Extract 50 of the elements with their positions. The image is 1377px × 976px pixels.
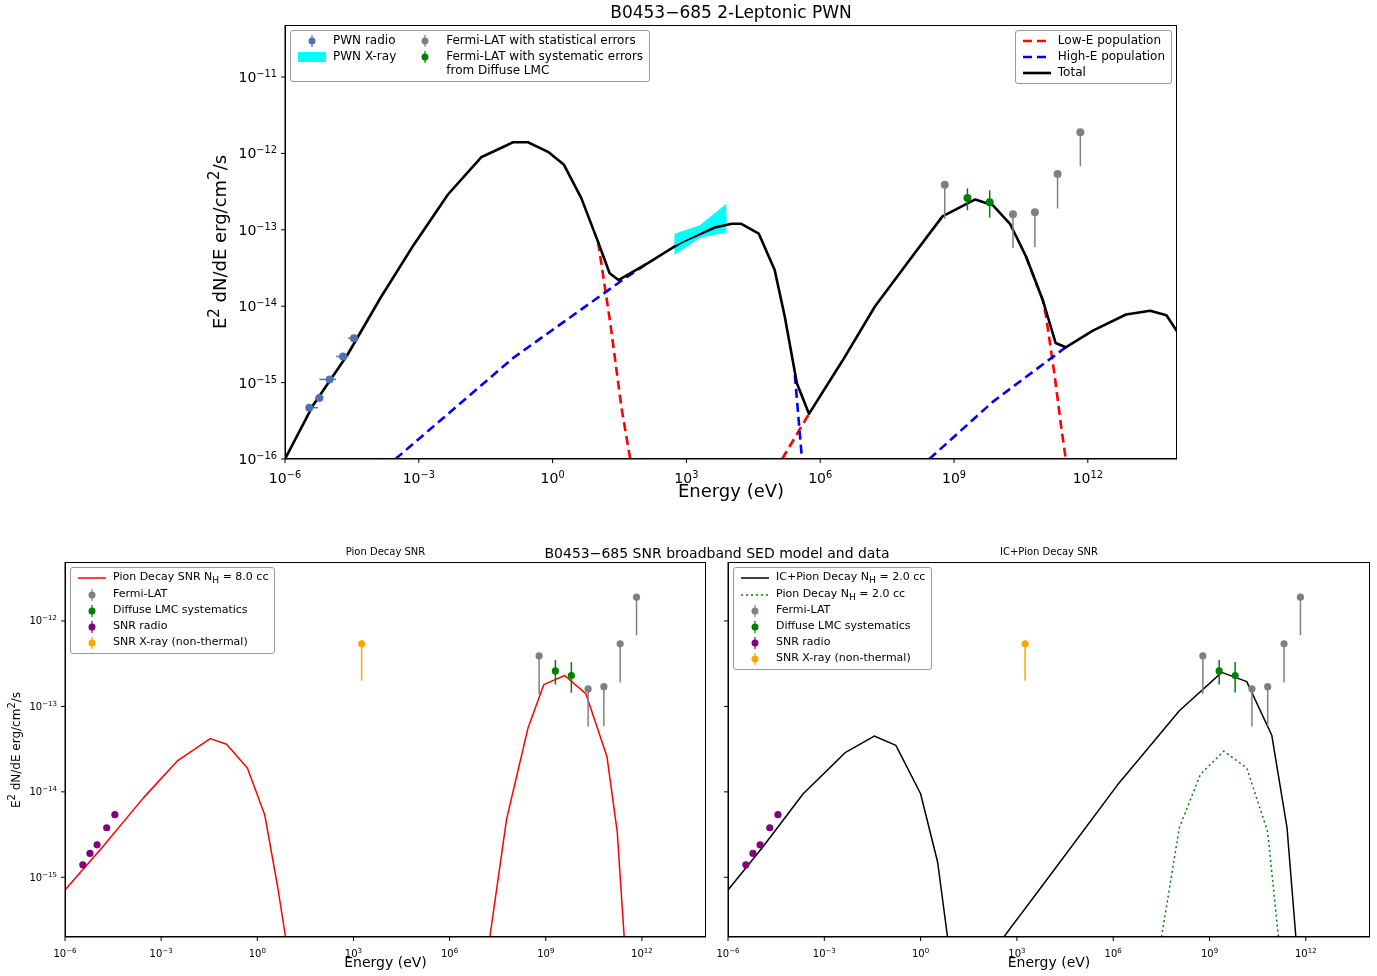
legend-label: SNR X-ray (non-thermal) <box>113 634 248 649</box>
legend-label: SNR radio <box>113 618 168 633</box>
text: B0453−685 SNR broadband SED model and data <box>544 545 890 561</box>
legend-label: IC+Pion Decay N$_{H}$ = 2.0 cc <box>776 570 926 586</box>
x-tick-label: 10$^{6}$ <box>441 947 459 959</box>
legend-label: High-E population <box>1057 49 1165 64</box>
y-tick-label: 10$^{−14}$ <box>29 785 58 798</box>
legend-label: Fermi-LAT with systematic errors from Diffuse LMC <box>446 49 644 78</box>
x-tick-label: 10$^{−6}$ <box>716 947 741 959</box>
legend-label: Total <box>1057 65 1086 80</box>
legend-label: Low-E population <box>1057 33 1162 48</box>
legend-label: PWN radio <box>333 33 396 48</box>
x-tick-label: 10$^{6}$ <box>808 468 833 486</box>
x-tick-label: 10$^{12}$ <box>631 947 653 959</box>
legend-label: Pion Decay SNR N$_{H}$ = 8.0 cc <box>113 570 269 586</box>
x-tick-label: 10$^{9}$ <box>1200 947 1219 959</box>
x-tick-label: 10$^{−3}$ <box>149 947 173 959</box>
x-tick-label: 10$^{9}$ <box>941 468 967 486</box>
y-tick-label: 10$^{−16}$ <box>238 449 277 467</box>
y-tick-label: 10$^{−15}$ <box>238 373 277 391</box>
x-tick-label: 10$^{9}$ <box>537 947 555 959</box>
x-tick-label: 10$^{−3}$ <box>402 468 435 486</box>
legend-label: SNR radio <box>776 635 831 650</box>
x-tick-label: 10$^{0}$ <box>540 468 565 486</box>
x-tick-label: 10$^{0}$ <box>912 947 930 959</box>
x-tick-label: 10$^{0}$ <box>248 947 266 959</box>
y-tick-label: 10$^{−13}$ <box>29 699 57 712</box>
legend-label: Diffuse LMC systematics <box>776 619 911 634</box>
x-tick-label: 10$^{−3}$ <box>812 947 836 959</box>
chart-title: Pion Decay SNR <box>345 546 426 557</box>
legend-label: Fermi-LAT with statistical errors <box>446 33 636 48</box>
legend-label: PWN X-ray <box>333 49 397 64</box>
legend-label: Fermi-LAT <box>113 586 168 601</box>
y-tick-label: 10$^{−12}$ <box>238 143 277 162</box>
x-tick-label: 10$^{−6}$ <box>53 947 78 959</box>
x-tick-label: 10$^{12}$ <box>1294 947 1317 959</box>
chart-title: B0453−685 2-Leptonic PWN <box>609 2 853 22</box>
y-tick-label: 10$^{−11}$ <box>238 67 277 85</box>
x-tick-label: 10$^{−6}$ <box>268 468 302 486</box>
x-tick-label: 10$^{6}$ <box>1104 947 1123 959</box>
chart-title: IC+Pion Decay SNR <box>1000 546 1098 557</box>
legend-label: SNR X-ray (non-thermal) <box>776 651 911 666</box>
legend-label: Diffuse LMC systematics <box>113 602 248 617</box>
y-tick-label: 10$^{−14}$ <box>238 296 277 315</box>
y-tick-label: 10$^{−12}$ <box>29 614 57 627</box>
legend-label: Fermi-LAT <box>776 603 831 618</box>
x-tick-label: 10$^{12}$ <box>1072 468 1103 486</box>
y-tick-label: 10$^{−15}$ <box>29 870 57 883</box>
y-tick-label: 10$^{−13}$ <box>238 220 277 238</box>
legend-label: Pion Decay N$_{H}$ = 2.0 cc <box>776 586 906 603</box>
